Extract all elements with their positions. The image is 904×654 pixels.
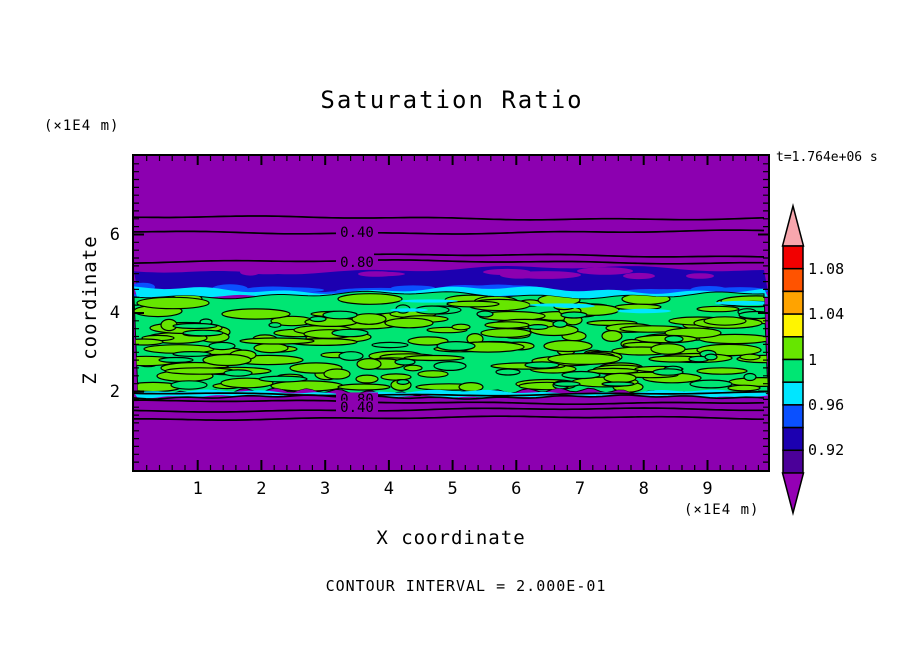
colorbar-scale: [781, 203, 805, 516]
colorbar-label: 1: [808, 351, 818, 369]
y-tick-label: 4: [109, 303, 120, 323]
contour-field: 0.400.800.800.40: [134, 156, 768, 470]
x-tick-label: 2: [256, 479, 267, 499]
x-tick-label: 6: [511, 479, 522, 499]
y-axis-units-label: (×1E4 m): [44, 118, 120, 134]
x-axis-label: X coordinate: [376, 527, 526, 549]
contour-label: 0.40: [340, 400, 374, 416]
x-tick-label: 1: [192, 479, 203, 499]
x-tick-label: 8: [638, 479, 649, 499]
y-tick-label: 2: [109, 381, 120, 402]
colorbar-label: 1.08: [808, 260, 845, 278]
colorbar-label: 0.96: [808, 396, 845, 414]
x-tick-label: 7: [574, 479, 586, 499]
x-tick-label: 5: [447, 479, 458, 499]
x-axis-units-label: (×1E4 m): [684, 502, 760, 518]
plot-title: Saturation Ratio: [320, 86, 584, 114]
x-tick-label: 3: [320, 479, 331, 499]
time-label: t=1.764e+06 s: [776, 150, 878, 165]
x-tick-label: 4: [383, 479, 394, 499]
contour-interval-label: CONTOUR INTERVAL = 2.000E-01: [325, 577, 607, 595]
colorbar-label: 0.92: [808, 441, 845, 459]
x-tick-label: 9: [702, 479, 713, 499]
y-tick-label: 6: [109, 224, 120, 245]
contour-label: 0.80: [340, 255, 374, 271]
contour-plot-area: 0.40 0.80 0.80 0.40: [132, 154, 770, 472]
colorbar-label: 1.04: [808, 305, 845, 323]
contour-label: 0.40: [340, 225, 374, 241]
colorbar: [778, 200, 838, 520]
